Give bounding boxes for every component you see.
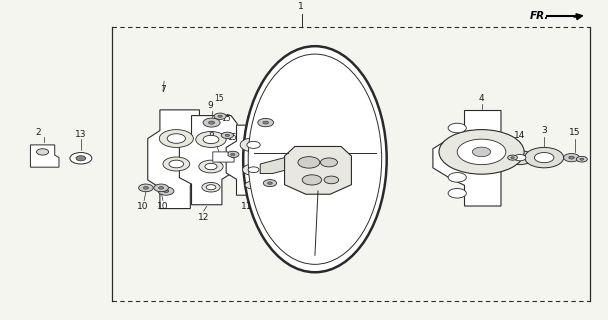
Circle shape <box>163 157 190 171</box>
Ellipse shape <box>243 46 387 272</box>
Circle shape <box>199 160 223 173</box>
Circle shape <box>154 184 168 192</box>
Text: 10: 10 <box>157 202 168 211</box>
Circle shape <box>576 156 587 162</box>
Circle shape <box>534 153 554 163</box>
Text: 3: 3 <box>541 126 547 135</box>
Text: 6: 6 <box>261 101 267 110</box>
Circle shape <box>167 134 185 143</box>
Circle shape <box>324 176 339 184</box>
Circle shape <box>580 158 584 160</box>
Polygon shape <box>148 110 210 209</box>
Polygon shape <box>433 110 513 206</box>
Circle shape <box>36 149 49 155</box>
Circle shape <box>302 175 322 185</box>
Polygon shape <box>213 152 234 162</box>
Circle shape <box>221 132 233 139</box>
Polygon shape <box>260 158 285 173</box>
Circle shape <box>159 130 193 148</box>
Circle shape <box>448 188 466 198</box>
Circle shape <box>163 190 169 193</box>
Circle shape <box>245 181 260 189</box>
Polygon shape <box>30 145 59 167</box>
Circle shape <box>203 135 219 144</box>
Circle shape <box>169 160 184 168</box>
Circle shape <box>218 115 222 117</box>
Circle shape <box>511 157 514 158</box>
Circle shape <box>263 180 277 187</box>
Circle shape <box>240 138 267 152</box>
Circle shape <box>202 182 220 192</box>
Circle shape <box>231 153 235 156</box>
Text: 15: 15 <box>569 128 580 137</box>
Circle shape <box>143 187 148 189</box>
Circle shape <box>70 153 92 164</box>
Circle shape <box>196 132 226 148</box>
Text: 4: 4 <box>478 93 485 102</box>
Text: 14: 14 <box>514 131 525 140</box>
Text: 15: 15 <box>214 94 224 103</box>
Circle shape <box>205 163 217 170</box>
Circle shape <box>564 154 579 162</box>
Circle shape <box>506 151 533 164</box>
Text: 5: 5 <box>266 198 272 207</box>
Circle shape <box>243 164 264 175</box>
Text: 11: 11 <box>241 202 252 211</box>
Circle shape <box>209 121 215 124</box>
Circle shape <box>248 167 259 172</box>
Circle shape <box>457 139 506 164</box>
Text: 7: 7 <box>160 85 166 94</box>
Polygon shape <box>179 116 247 205</box>
Text: 13: 13 <box>75 130 86 139</box>
Polygon shape <box>226 125 285 195</box>
Text: 2: 2 <box>35 128 41 137</box>
Circle shape <box>227 151 239 158</box>
Circle shape <box>203 118 220 127</box>
Circle shape <box>472 147 491 157</box>
Circle shape <box>159 187 164 189</box>
Circle shape <box>206 185 216 190</box>
Circle shape <box>158 187 174 195</box>
Polygon shape <box>285 147 351 194</box>
Circle shape <box>225 134 229 136</box>
Text: 15: 15 <box>221 114 231 123</box>
Text: 8: 8 <box>209 132 215 141</box>
Circle shape <box>448 172 466 182</box>
Text: 10: 10 <box>137 202 148 211</box>
Text: 12: 12 <box>198 213 209 222</box>
Text: 15: 15 <box>227 133 237 142</box>
Circle shape <box>214 113 226 119</box>
Circle shape <box>568 156 575 159</box>
Circle shape <box>508 155 517 160</box>
Circle shape <box>76 156 86 161</box>
Text: 1: 1 <box>297 2 303 11</box>
Circle shape <box>268 182 272 184</box>
Circle shape <box>439 130 524 174</box>
Text: FR.: FR. <box>530 11 550 21</box>
Circle shape <box>514 155 526 161</box>
Circle shape <box>448 123 466 133</box>
Circle shape <box>139 184 153 192</box>
Circle shape <box>525 148 564 168</box>
Circle shape <box>263 121 269 124</box>
Circle shape <box>298 157 320 168</box>
Text: 9: 9 <box>207 101 213 110</box>
Circle shape <box>247 141 260 148</box>
Ellipse shape <box>248 54 382 264</box>
Circle shape <box>320 158 337 167</box>
Circle shape <box>258 118 274 127</box>
